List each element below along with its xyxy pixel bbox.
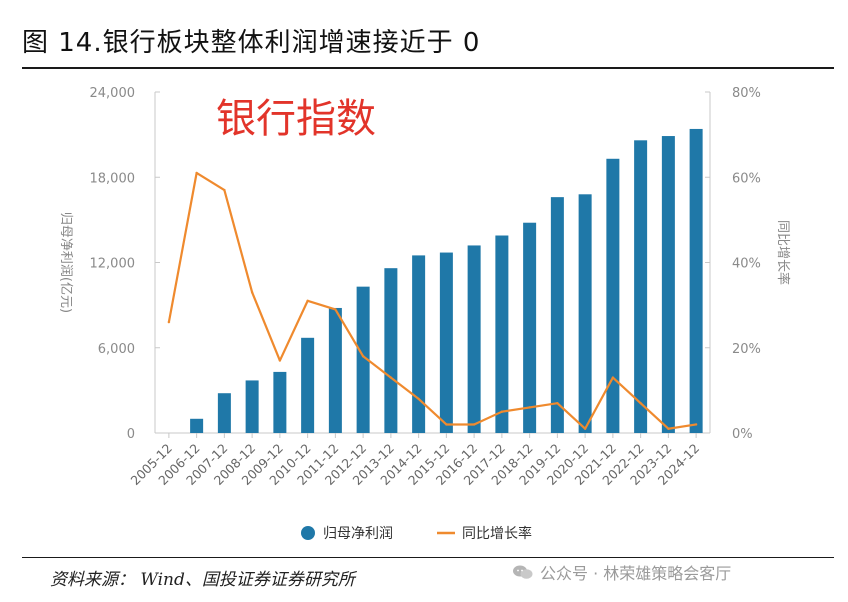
bar[interactable] (273, 371, 287, 433)
source-note: 资料来源： Wind、国投证券证券研究所 (50, 570, 355, 590)
growth-line-point[interactable] (361, 355, 365, 358)
bar[interactable] (523, 222, 537, 433)
growth-line-point[interactable] (389, 376, 393, 379)
growth-line-point[interactable] (278, 359, 282, 362)
right-tick-label: 40% (732, 257, 761, 272)
growth-line-point[interactable] (195, 171, 198, 175)
left-tick-label: 24,000 (90, 86, 136, 101)
growth-line-point[interactable] (223, 188, 226, 192)
right-tick-label: 60% (732, 171, 761, 186)
bar[interactable] (328, 307, 342, 433)
source-divider (22, 557, 834, 558)
growth-line-point[interactable] (528, 406, 531, 409)
bar[interactable] (384, 268, 398, 433)
y-axis-right-label: 同比增长率 (775, 220, 791, 285)
bar[interactable] (661, 136, 675, 433)
bar[interactable] (495, 235, 509, 433)
figure-title: 图 14.银行板块整体利润增速接近于 0 (22, 28, 481, 58)
bar[interactable] (689, 128, 703, 434)
bar[interactable] (356, 286, 370, 433)
title-divider (22, 67, 834, 69)
growth-line-point[interactable] (694, 423, 698, 426)
watermark-text: 公众号 · 林荣雄策略会客厅 (540, 564, 732, 583)
overlay-annotation: 银行指数 (216, 96, 376, 142)
bar[interactable] (190, 418, 204, 433)
growth-line-point[interactable] (500, 410, 504, 413)
growth-line-point[interactable] (611, 376, 615, 379)
bar[interactable] (412, 255, 426, 433)
y-axis-label: 归母净利润(亿元) (58, 212, 73, 313)
growth-line-point[interactable] (306, 299, 309, 303)
growth-line-point[interactable] (583, 427, 587, 430)
legend-bar-marker (301, 526, 315, 540)
growth-line-point[interactable] (417, 397, 420, 401)
growth-line-point[interactable] (667, 427, 670, 430)
legend-bar-label: 归母净利润 (323, 525, 393, 542)
growth-line-point[interactable] (556, 401, 559, 405)
bar[interactable] (550, 197, 564, 433)
right-tick-label: 80% (732, 86, 761, 101)
axes-layer (154, 91, 711, 438)
bar[interactable] (245, 380, 259, 433)
left-tick-label: 0 (127, 427, 135, 442)
bar[interactable] (578, 194, 592, 433)
watermark: 公众号 · 林荣雄策略会客厅 (512, 560, 731, 584)
growth-line-point[interactable] (334, 308, 337, 311)
right-tick-label: 0% (732, 427, 753, 442)
bar[interactable] (634, 140, 648, 433)
right-tick-label: 20% (732, 342, 761, 357)
wechat-icon (513, 565, 533, 579)
bar[interactable] (439, 252, 453, 433)
legend-line-label: 同比增长率 (462, 525, 532, 542)
left-tick-label: 12,000 (90, 257, 136, 272)
left-tick-label: 18,000 (90, 171, 136, 186)
growth-line-point[interactable] (639, 401, 642, 405)
line-layer (167, 171, 698, 430)
bar[interactable] (301, 337, 315, 433)
left-tick-label: 6,000 (98, 342, 135, 357)
growth-line-point[interactable] (250, 291, 254, 294)
growth-line-point[interactable] (167, 320, 171, 324)
bar[interactable] (217, 393, 231, 433)
growth-line-point[interactable] (445, 423, 448, 426)
bar[interactable] (467, 245, 481, 433)
bars-layer (190, 128, 703, 434)
growth-line-point[interactable] (472, 423, 476, 426)
bar[interactable] (606, 158, 620, 433)
growth-line-series[interactable] (167, 171, 697, 430)
